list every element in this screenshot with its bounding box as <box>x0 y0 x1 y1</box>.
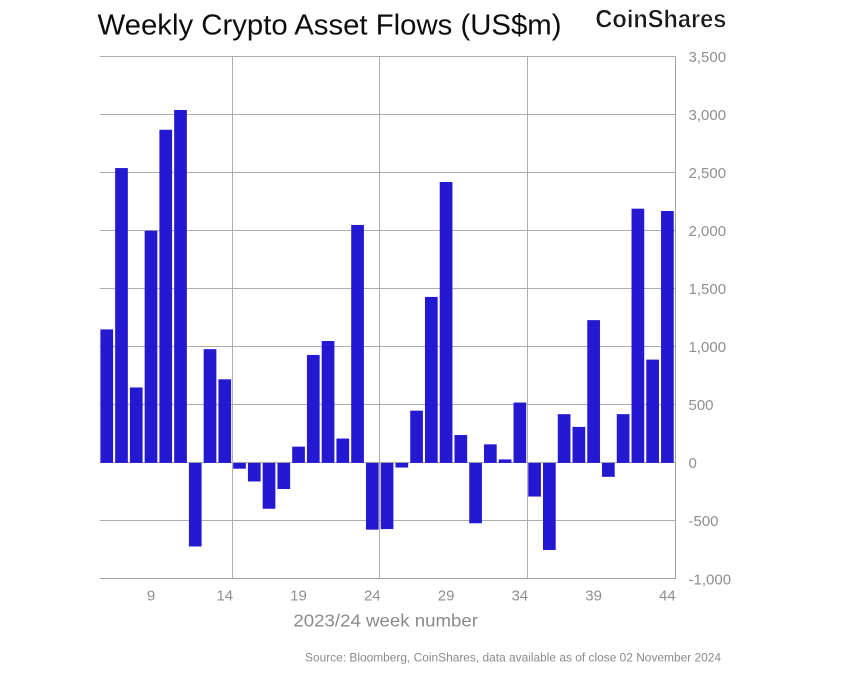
svg-text:2,000: 2,000 <box>689 223 727 240</box>
svg-text:29: 29 <box>438 588 455 605</box>
svg-text:3,000: 3,000 <box>689 107 727 124</box>
svg-text:1,500: 1,500 <box>689 281 727 298</box>
svg-text:-500: -500 <box>689 513 719 530</box>
svg-text:-1,000: -1,000 <box>689 571 732 588</box>
svg-text:2023/24 week number: 2023/24 week number <box>293 611 478 631</box>
svg-text:24: 24 <box>364 588 381 605</box>
svg-text:9: 9 <box>147 588 155 605</box>
svg-text:44: 44 <box>659 588 676 605</box>
svg-text:CoinShares: CoinShares <box>595 5 726 33</box>
svg-text:Weekly Crypto Asset Flows (US$: Weekly Crypto Asset Flows (US$m) <box>98 9 562 41</box>
svg-text:34: 34 <box>511 588 528 605</box>
svg-text:1,000: 1,000 <box>689 339 727 356</box>
svg-text:14: 14 <box>216 588 233 605</box>
svg-text:3,500: 3,500 <box>689 49 727 66</box>
svg-text:39: 39 <box>585 588 602 605</box>
svg-text:0: 0 <box>689 455 697 472</box>
svg-text:500: 500 <box>689 397 714 414</box>
svg-text:2,500: 2,500 <box>689 165 727 182</box>
svg-text:19: 19 <box>290 588 307 605</box>
svg-text:Source: Bloomberg, CoinShares,: Source: Bloomberg, CoinShares, data avai… <box>305 651 721 665</box>
